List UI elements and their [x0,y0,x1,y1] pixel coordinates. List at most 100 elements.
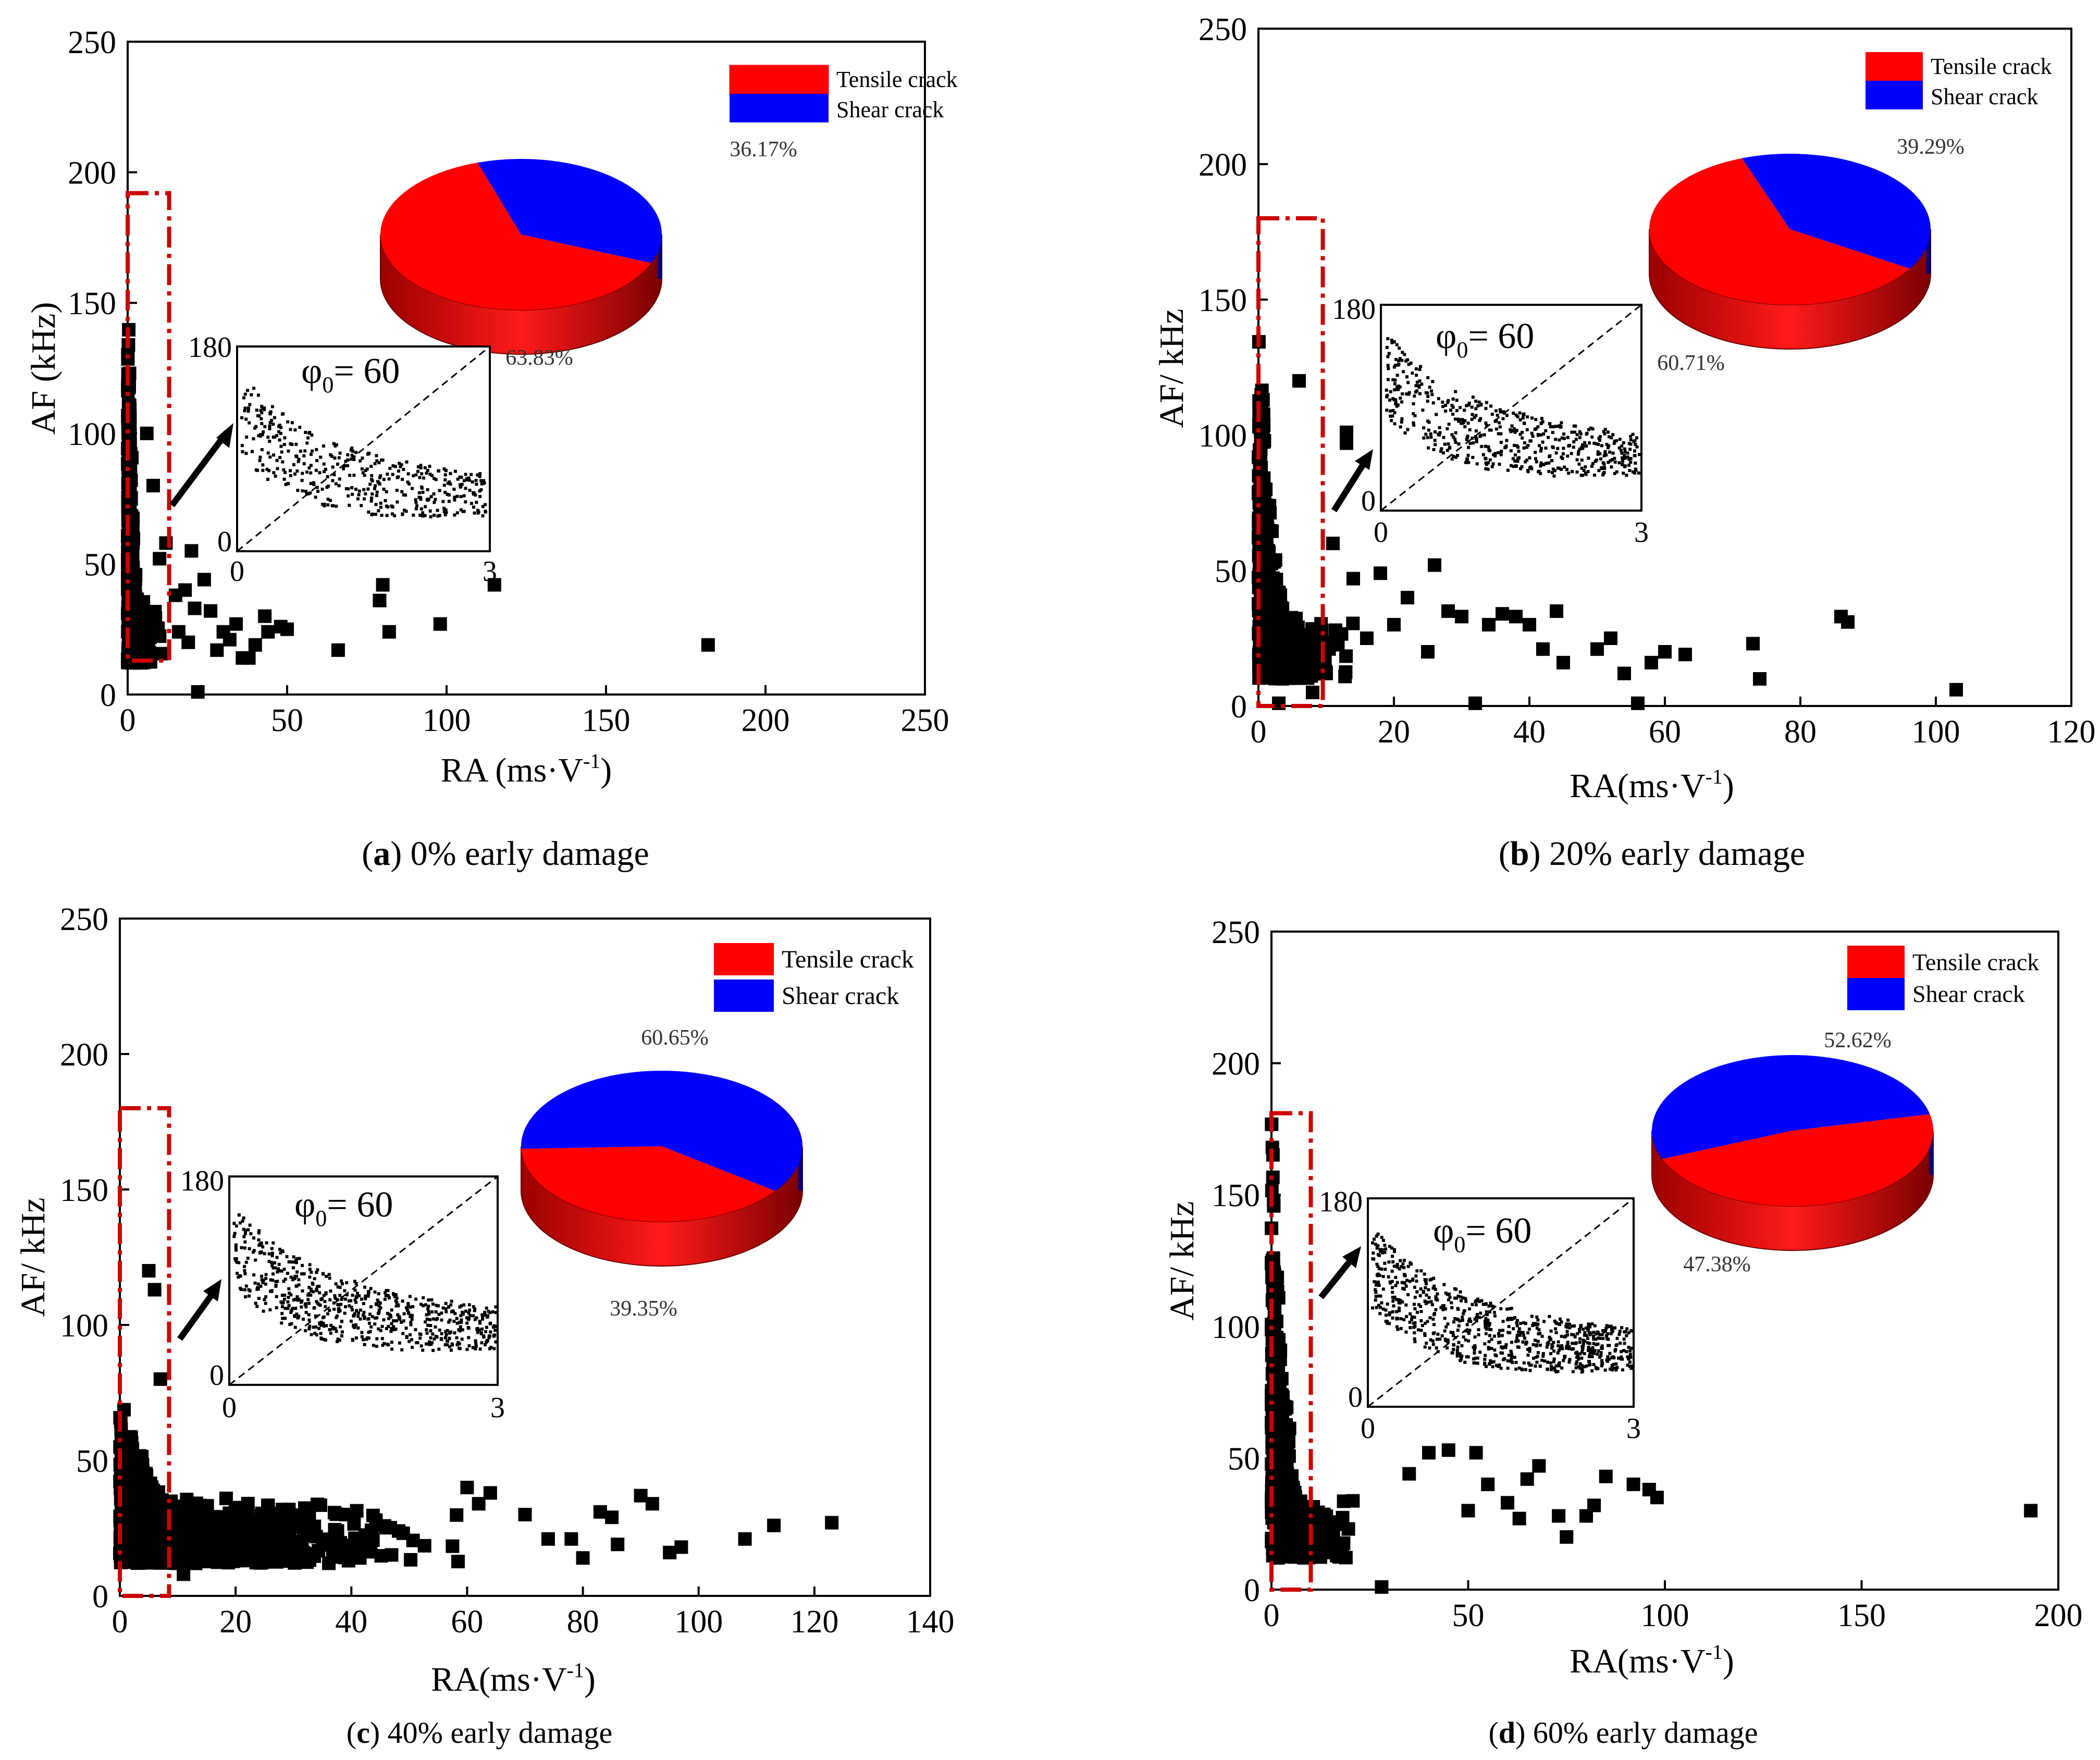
inset-point [256,393,260,397]
inset-point [309,464,313,467]
inset-point [289,428,292,431]
inset-point [1587,456,1590,460]
inset-point [1611,433,1615,437]
inset-point [1395,343,1399,346]
inset-point [361,456,364,460]
scatter-point [178,583,192,597]
inset-point [354,1336,358,1340]
scatter-point [1428,558,1441,572]
inset-point [351,1337,354,1341]
inset-point [425,1331,429,1335]
inset-point [1501,417,1505,420]
inset-point [1400,400,1404,404]
inset-point [369,465,373,468]
inset-point [375,490,379,494]
inset-point [264,1276,268,1280]
inset-point [312,482,316,486]
inset-point [292,463,295,466]
inset-point [1438,426,1441,429]
inset-point [438,514,441,517]
inset-x-right-c: 3 [490,1392,505,1424]
inset-point [1405,392,1409,396]
inset-point [357,493,361,497]
inset-point [1450,404,1454,407]
inset-point [359,1308,362,1312]
inset-point [1528,456,1531,460]
inset-point [1522,446,1526,450]
inset-point [429,1324,433,1328]
inset-y-bottom-b: 0 [1361,485,1376,517]
inset-point [1452,454,1455,458]
inset-point [463,479,466,482]
inset-point [1570,452,1573,455]
inset-point [444,1333,448,1336]
inset-point [1560,421,1563,425]
scatter-point [121,352,135,366]
scatter-point [248,638,262,652]
inset-point [1515,444,1519,448]
inset-point [287,1304,291,1307]
inset-point [435,1304,438,1307]
inset-point [305,441,309,445]
inset-point [335,443,338,447]
x-tick-label: 50 [271,703,303,738]
inset-point [1415,380,1419,384]
inset-point [1474,414,1478,417]
inset-point [243,1269,246,1272]
inset-point [428,1318,432,1321]
inset-point [306,492,310,495]
inset-point [1513,453,1517,457]
x-tick-label: 250 [901,703,949,738]
inset-point [466,1325,470,1329]
inset-point [483,481,486,485]
inset-point [402,1312,406,1316]
inset-point [480,1341,484,1345]
inset-point [429,515,433,518]
inset-y-top-b: 180 [1332,293,1376,326]
inset-point [1397,385,1401,388]
inset-point [448,480,451,484]
inset-point [395,489,399,492]
inset-point [385,490,388,493]
inset-point [264,1295,268,1298]
inset-point [1432,448,1436,451]
inset-point [1457,442,1461,446]
inset-point [273,1261,277,1265]
y-tick-label: 150 [1212,1178,1260,1213]
y-tick-label: 100 [1199,418,1247,454]
inset-phi-label-a: φ0= 60 [301,351,400,398]
inset-point [1547,436,1550,439]
inset-point [1404,360,1407,363]
inset-point [260,1278,264,1282]
inset-point [1407,391,1411,394]
inset-point [244,1260,248,1264]
inset-point [309,471,313,475]
inset-point [289,1275,293,1279]
inset-point [374,484,377,488]
scatter-point [1617,666,1631,680]
y-tick-label: 200 [60,1037,108,1073]
inset-point [452,488,456,491]
inset-point [1560,467,1563,471]
inset-point [308,491,312,495]
inset-point [354,451,358,454]
inset-point [443,513,447,517]
inset-point [340,1334,343,1337]
inset-point [356,1326,360,1330]
inset-point [363,1343,366,1346]
inset-point [298,1257,301,1260]
inset-point [378,482,381,486]
inset-point [381,458,385,462]
inset-point [257,414,261,418]
inset-point [332,442,336,445]
inset-point [414,498,417,502]
inset-point [356,497,360,501]
inset-point [1387,367,1390,370]
inset-point [467,1344,471,1347]
inset-point [1393,411,1397,415]
inset-point [1491,462,1495,466]
inset-point [243,1240,247,1244]
inset-point [390,1341,393,1344]
inset-point [248,1247,251,1250]
inset-point [456,477,460,481]
